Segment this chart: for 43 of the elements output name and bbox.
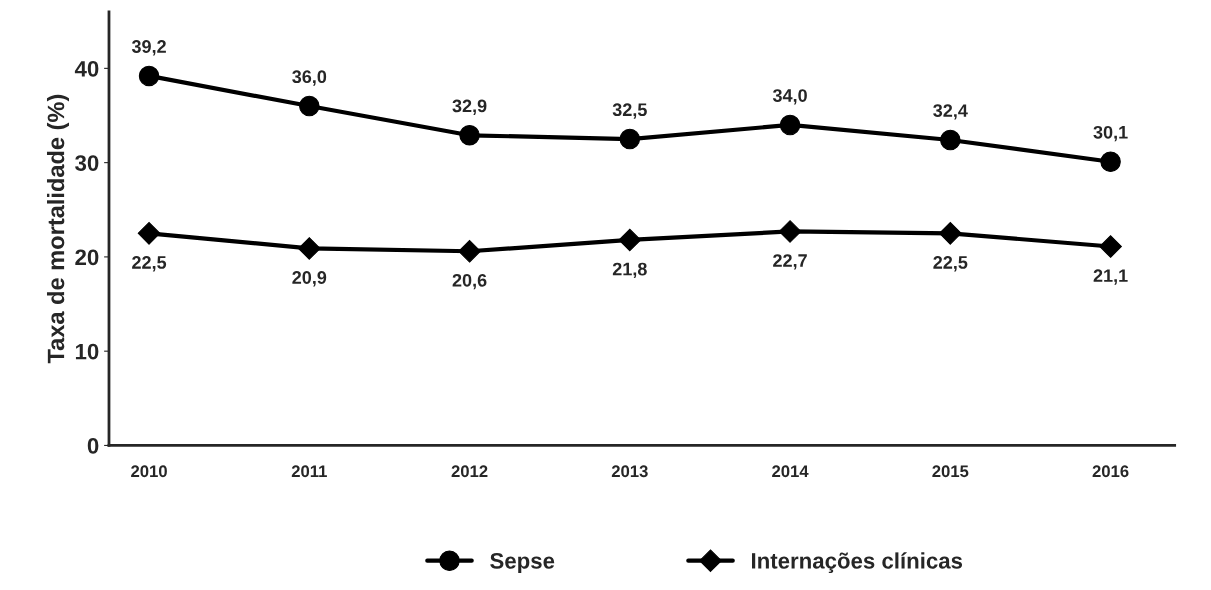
x-tick-label: 2011 (291, 465, 327, 478)
point (137, 222, 161, 245)
x-tick-label: 2016 (1092, 465, 1129, 478)
point (619, 128, 641, 150)
y-tick-label: 20 (75, 249, 99, 266)
y-tick-label: 0 (87, 437, 99, 454)
x-tick-label: 2010 (131, 465, 167, 478)
point (618, 228, 642, 252)
data-label: 22,5 (933, 256, 968, 272)
y-tick-label: 10 (75, 343, 99, 360)
data-label: 20,9 (292, 271, 327, 287)
data-label: 22,7 (773, 254, 807, 270)
point (138, 65, 160, 87)
y-tick-label: 40 (74, 60, 99, 77)
data-label: 32,9 (452, 99, 487, 115)
data-label: 39,2 (131, 40, 166, 56)
legend-label: Internações clínicas (752, 552, 963, 574)
data-label: 34,0 (772, 89, 807, 105)
point (299, 95, 320, 117)
point (779, 114, 801, 136)
data-label: 30,1 (1093, 125, 1128, 142)
x-tick-label: 2012 (451, 465, 488, 478)
y-axis-title: Taxa de mortalidade (%) (46, 94, 69, 364)
point (938, 222, 962, 245)
data-label: 22,5 (132, 256, 167, 272)
data-label: 32,4 (933, 104, 968, 120)
point (940, 129, 961, 151)
data-label: 36,0 (292, 70, 327, 86)
point (1099, 235, 1122, 258)
point (778, 220, 802, 243)
point (459, 125, 480, 146)
legend-label: Sepse (490, 552, 555, 574)
x-tick-label: 2014 (772, 465, 809, 478)
data-label: 20,6 (452, 273, 487, 290)
data-label: 21,1 (1093, 269, 1128, 285)
y-tick-label: 30 (75, 155, 99, 171)
point (297, 237, 321, 260)
x-tick-label: 2015 (932, 465, 969, 478)
point (458, 239, 481, 263)
x-tick-label: 2013 (611, 465, 648, 478)
data-label: 32,5 (612, 103, 647, 119)
point (1100, 151, 1121, 172)
data-label: 21,8 (612, 262, 647, 279)
